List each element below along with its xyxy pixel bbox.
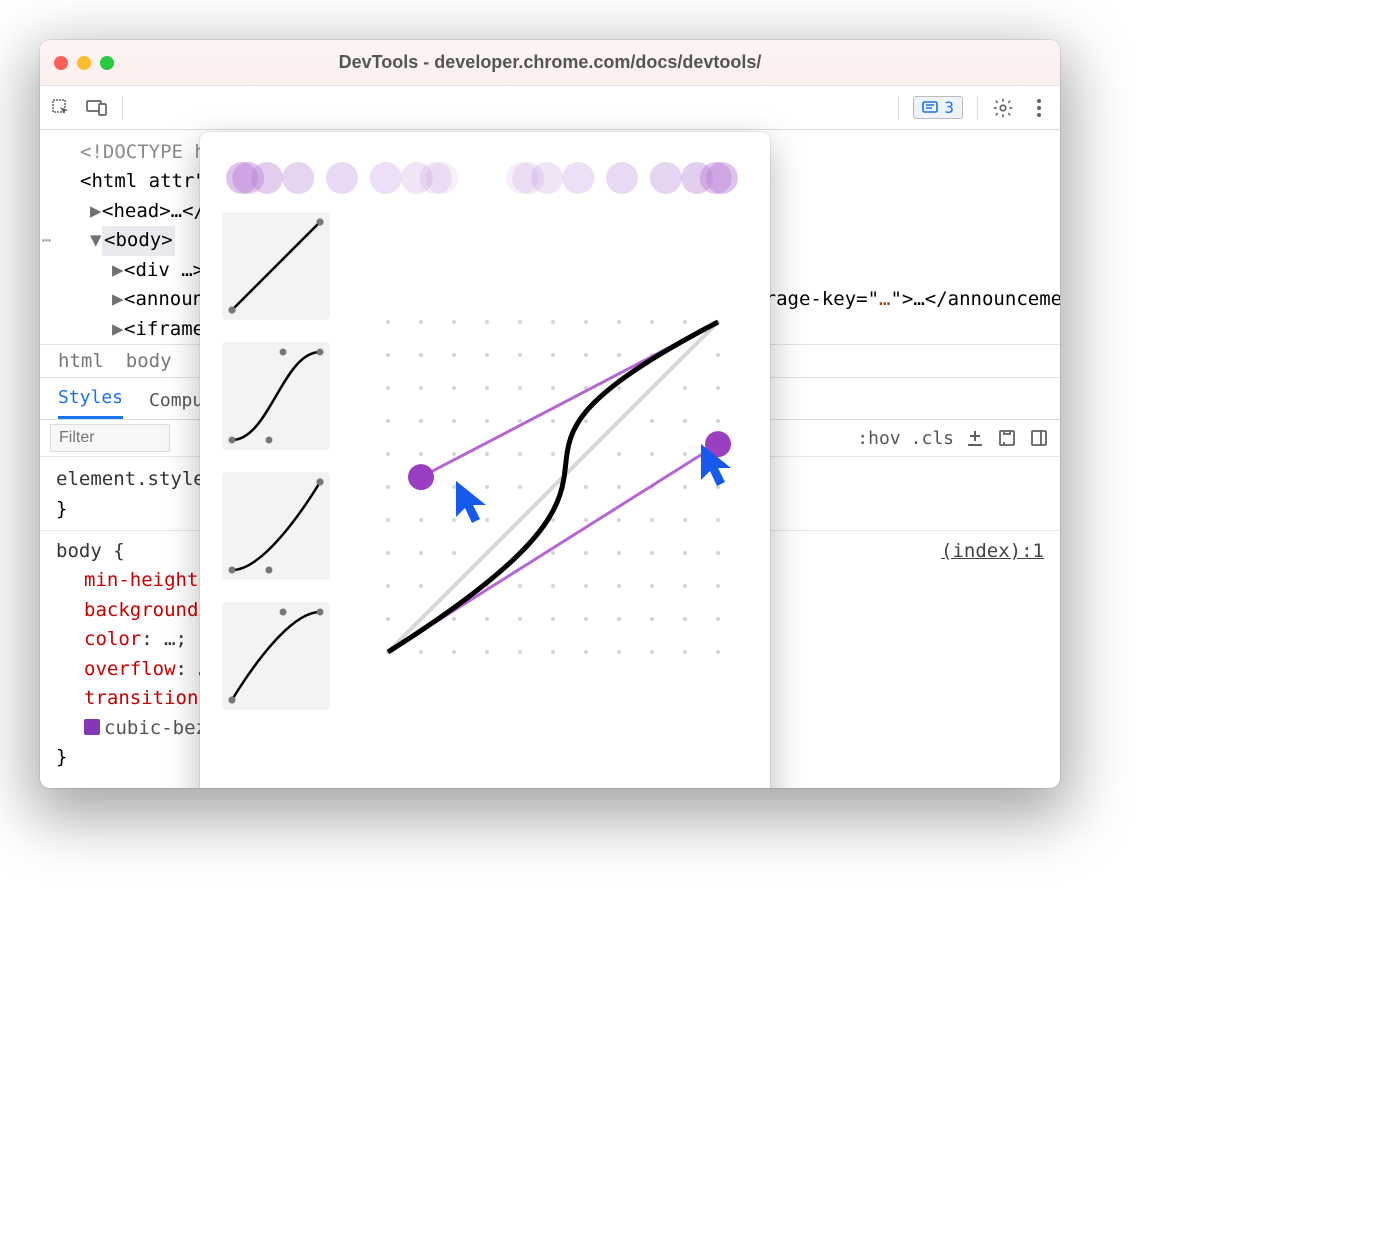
cls-toggle[interactable]: .cls (911, 428, 954, 449)
bezier-editor-popup: cubic-bezier(1, 0.63, 0.1, 0.53) (200, 132, 770, 788)
devtools-toolbar: 3 (40, 86, 1060, 130)
crumb-body[interactable]: body (126, 350, 172, 372)
kebab-menu-icon[interactable] (1028, 97, 1050, 119)
toggle-sidebar-icon[interactable] (1028, 427, 1050, 449)
device-toolbar-icon[interactable] (86, 97, 108, 119)
bezier-preview-dots (222, 154, 742, 202)
settings-icon[interactable] (992, 97, 1014, 119)
rule-source-link[interactable]: (index):1 (941, 537, 1044, 566)
titlebar: DevTools - developer.chrome.com/docs/dev… (40, 40, 1060, 86)
issues-chip[interactable]: 3 (913, 96, 963, 119)
bezier-presets (222, 212, 330, 788)
preset-ease-in-out[interactable] (222, 342, 330, 450)
preset-linear[interactable] (222, 212, 330, 320)
window-title: DevTools - developer.chrome.com/docs/dev… (40, 52, 1060, 73)
crumb-html[interactable]: html (58, 350, 104, 372)
toolbar-divider (898, 96, 899, 120)
styles-filter-input[interactable] (50, 424, 170, 452)
hov-toggle[interactable]: :hov (857, 428, 900, 449)
close-button[interactable] (54, 56, 68, 70)
inspect-element-icon[interactable] (50, 97, 72, 119)
traffic-lights (54, 56, 114, 70)
preset-ease-in[interactable] (222, 472, 330, 580)
minimize-button[interactable] (77, 56, 91, 70)
new-style-rule-icon[interactable] (964, 427, 986, 449)
bezier-swatch-icon[interactable] (84, 719, 100, 735)
tab-styles[interactable]: Styles (58, 387, 123, 419)
issues-count: 3 (944, 98, 954, 117)
computed-panel-icon[interactable] (996, 427, 1018, 449)
bezier-curve-svg[interactable] (348, 212, 738, 772)
maximize-button[interactable] (100, 56, 114, 70)
toolbar-divider (122, 96, 123, 120)
preset-ease-out[interactable] (222, 602, 330, 710)
bezier-curve-area[interactable] (348, 212, 748, 788)
toolbar-divider (977, 96, 978, 120)
devtools-window: DevTools - developer.chrome.com/docs/dev… (40, 40, 1060, 788)
